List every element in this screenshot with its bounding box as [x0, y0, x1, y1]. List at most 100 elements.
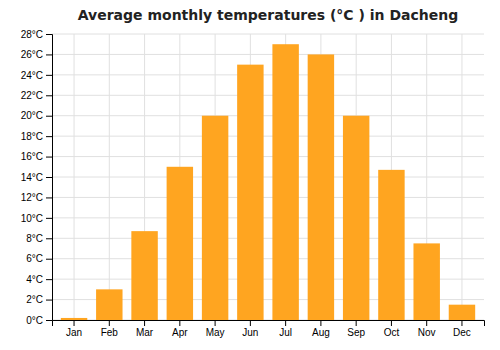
x-tick-label: Feb	[101, 327, 119, 338]
bar	[308, 54, 334, 320]
y-tick-label: 8°C	[26, 233, 43, 244]
y-grid-line	[52, 156, 484, 157]
x-grid-line	[461, 34, 462, 320]
x-tick-label: Jul	[279, 327, 292, 338]
x-tick-label: Jun	[242, 327, 258, 338]
x-tick-mark	[250, 320, 251, 326]
x-tick-label: Aug	[312, 327, 330, 338]
x-tick-mark	[461, 320, 462, 326]
y-tick: 28°C	[21, 29, 52, 40]
y-tick: 26°C	[21, 49, 52, 60]
y-grid-line	[52, 217, 484, 218]
y-tick-mark	[46, 177, 52, 178]
x-tick: Jul	[279, 320, 292, 338]
y-tick-mark	[46, 95, 52, 96]
bar	[378, 170, 404, 320]
y-tick-mark	[46, 218, 52, 219]
y-tick: 18°C	[21, 131, 52, 142]
y-tick: 22°C	[21, 90, 52, 101]
x-tick: Sep	[347, 320, 365, 338]
y-tick: 8°C	[26, 233, 52, 244]
y-tick-mark	[46, 75, 52, 76]
y-tick-label: 24°C	[21, 70, 43, 81]
y-grid-line	[52, 136, 484, 137]
y-tick-mark	[46, 197, 52, 198]
x-tick-mark	[391, 320, 392, 326]
y-tick-mark	[46, 279, 52, 280]
x-tick: Mar	[136, 320, 154, 338]
bar	[167, 167, 193, 320]
x-tick: May	[206, 320, 225, 338]
grid	[52, 34, 484, 320]
y-grid-line	[52, 54, 484, 55]
x-tick-mark	[426, 320, 427, 326]
x-tick-mark	[109, 320, 110, 326]
y-tick-label: 10°C	[21, 213, 43, 224]
chart-container: 0°C 2°C 4°C 6°C 8°C 10°C 12°C 14°C 16°C 18°C 20°C 2…	[0, 0, 500, 350]
y-tick-label: 4°C	[26, 274, 43, 285]
y-tick: 6°C	[26, 253, 52, 264]
bar	[272, 44, 298, 320]
y-tick-label: 6°C	[26, 253, 43, 264]
bars	[61, 44, 475, 320]
y-grid-line	[52, 34, 484, 35]
y-tick: 14°C	[21, 172, 52, 183]
x-tick: Feb	[101, 320, 119, 338]
y-tick: 4°C	[26, 274, 52, 285]
y-tick: 16°C	[21, 151, 52, 162]
y-tick-label: 28°C	[21, 29, 43, 40]
x-tick: Nov	[418, 320, 436, 338]
x-tick: Jan	[66, 320, 82, 338]
y-axis: 0°C 2°C 4°C 6°C 8°C 10°C 12°C 14°C 16°C 18°C 20°C 2…	[21, 29, 53, 326]
y-tick-label: 16°C	[21, 151, 43, 162]
y-tick: 20°C	[21, 110, 52, 121]
x-tick-label: Dec	[453, 327, 471, 338]
x-axis-line	[53, 321, 485, 327]
y-tick-mark	[46, 34, 52, 35]
y-axis-line	[46, 35, 53, 321]
x-tick: Dec	[453, 320, 471, 338]
y-tick-label: 12°C	[21, 192, 43, 203]
x-grid-line	[109, 34, 110, 320]
x-tick-mark	[179, 320, 180, 326]
x-tick-label: Oct	[384, 327, 400, 338]
y-tick-mark	[46, 238, 52, 239]
bar	[343, 116, 369, 320]
y-tick-mark	[46, 136, 52, 137]
y-grid-line	[52, 115, 484, 116]
bar	[96, 289, 122, 320]
y-tick-mark	[46, 300, 52, 301]
y-tick-label: 20°C	[21, 110, 43, 121]
x-tick: Apr	[172, 320, 188, 338]
y-tick-label: 26°C	[21, 49, 43, 60]
x-tick-mark	[356, 320, 357, 326]
chart-title: Average monthly temperatures (°C ) in Da…	[78, 7, 459, 23]
x-tick: Oct	[384, 320, 400, 338]
y-tick-mark	[46, 116, 52, 117]
x-grid-line	[74, 34, 75, 320]
y-tick: 0°C	[26, 315, 52, 326]
bar	[61, 318, 87, 320]
bar	[237, 65, 263, 320]
y-tick-mark	[46, 320, 52, 321]
y-tick-label: 2°C	[26, 294, 43, 305]
bar	[202, 116, 228, 320]
bar	[413, 243, 439, 320]
y-tick-mark	[46, 54, 52, 55]
bar	[131, 231, 157, 320]
bar	[449, 305, 475, 320]
y-tick: 10°C	[21, 213, 52, 224]
x-tick-mark	[320, 320, 321, 326]
y-grid-line	[52, 74, 484, 75]
y-tick-mark	[46, 259, 52, 260]
plot-area: 0°C 2°C 4°C 6°C 8°C 10°C 12°C 14°C 16°C 18°C 20°C 2…	[21, 29, 485, 338]
y-tick: 12°C	[21, 192, 52, 203]
x-tick-mark	[74, 320, 75, 326]
x-tick: Aug	[312, 320, 330, 338]
x-tick-mark	[144, 320, 145, 326]
y-tick-label: 14°C	[21, 172, 43, 183]
x-tick-mark	[285, 320, 286, 326]
y-tick-label: 18°C	[21, 131, 43, 142]
x-tick-label: Nov	[418, 327, 436, 338]
y-tick-label: 22°C	[21, 90, 43, 101]
